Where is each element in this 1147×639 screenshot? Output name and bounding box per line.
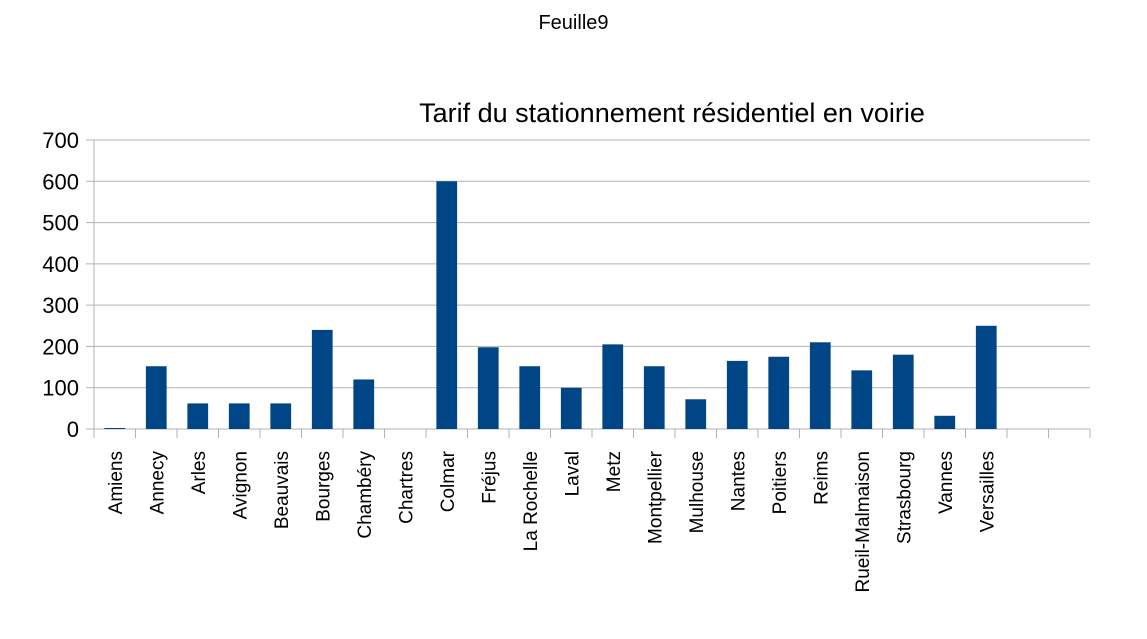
gridlines — [94, 139, 1090, 430]
x-tick-label: Chartres — [396, 451, 417, 524]
bar — [934, 415, 956, 429]
bar — [353, 379, 375, 429]
bar — [809, 342, 831, 429]
x-tick-label: La Rochelle — [521, 451, 542, 551]
bar — [311, 329, 333, 429]
bars — [104, 181, 997, 429]
x-tick-label: Strasbourg — [894, 451, 915, 544]
sheet-title: Feuille9 — [538, 12, 609, 34]
y-tick-label: 500 — [42, 211, 79, 236]
x-tick-label: Avignon — [230, 451, 251, 519]
x-tick-label: Laval — [562, 451, 583, 496]
x-tick-label: Chambéry — [355, 451, 376, 539]
x-tick-label: Vannes — [936, 451, 957, 514]
x-tick-label: Mulhouse — [687, 451, 708, 533]
bar — [726, 360, 748, 429]
y-tick-label: 100 — [42, 376, 79, 401]
bar — [602, 344, 624, 429]
bar — [685, 399, 707, 429]
x-tick-label: Fréjus — [479, 451, 500, 504]
y-tick-label: 400 — [42, 252, 79, 277]
bar — [975, 325, 997, 429]
bar — [477, 347, 499, 429]
bar — [228, 403, 250, 429]
y-tick-label: 600 — [42, 169, 79, 194]
y-tick-label: 700 — [42, 128, 79, 153]
bar — [560, 387, 582, 429]
bar — [519, 366, 541, 429]
bar — [436, 181, 458, 429]
x-tick-label: Beauvais — [272, 451, 293, 529]
bar — [270, 403, 292, 429]
x-tick-label: Poitiers — [770, 451, 791, 514]
x-tick-label: Colmar — [438, 450, 459, 512]
x-tick-label: Metz — [604, 451, 625, 492]
bar — [851, 370, 873, 429]
x-tick-label: Bourges — [313, 451, 334, 522]
bar — [145, 366, 167, 429]
chart-title: Tarif du stationnement résidentiel en vo… — [419, 98, 925, 128]
x-tick-label: Reims — [811, 451, 832, 505]
bar — [892, 354, 914, 429]
y-tick-label: 0 — [67, 417, 79, 442]
y-axis: 0 100 200 300 400 500 600 700 — [42, 128, 95, 442]
x-tick-label: Nantes — [728, 451, 749, 511]
x-tick-label: Versailles — [977, 451, 998, 532]
x-axis: Amiens Annecy Arles Avignon Beauvais Bourges C… — [93, 429, 1091, 593]
y-tick-label: 200 — [42, 334, 79, 359]
x-tick-label: Rueil-Malmaison — [853, 451, 874, 593]
y-tick-label: 300 — [42, 293, 79, 318]
bar — [104, 428, 126, 429]
bar — [187, 403, 209, 429]
x-tick-label: Arles — [189, 451, 210, 494]
bar — [643, 366, 665, 429]
x-tick-label: Annecy — [147, 451, 168, 515]
bar — [768, 356, 790, 429]
x-tick-label: Amiens — [106, 451, 127, 514]
x-tick-label: Montpellier — [645, 450, 666, 544]
